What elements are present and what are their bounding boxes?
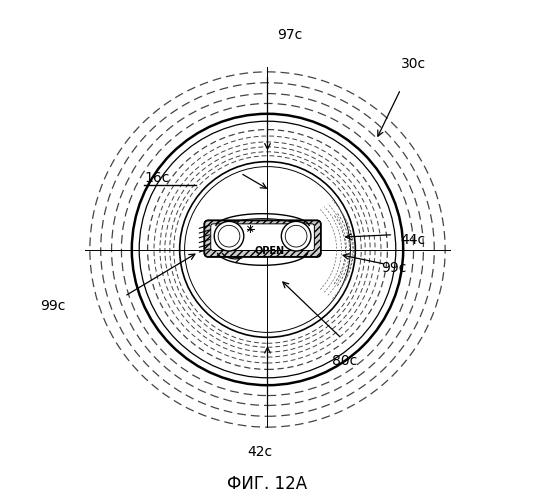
Text: 16c: 16c <box>144 171 170 185</box>
Text: 42c: 42c <box>248 445 273 459</box>
Text: 44c: 44c <box>401 233 426 247</box>
FancyBboxPatch shape <box>204 221 321 257</box>
Text: 80c: 80c <box>332 353 357 368</box>
Circle shape <box>281 222 311 251</box>
Text: ФИГ. 12А: ФИГ. 12А <box>227 475 308 493</box>
Text: 30c: 30c <box>401 57 426 71</box>
Circle shape <box>214 222 244 251</box>
FancyBboxPatch shape <box>211 224 315 250</box>
Text: 99c: 99c <box>381 261 407 275</box>
Text: OPEN: OPEN <box>255 246 285 256</box>
Text: 97c: 97c <box>277 28 303 42</box>
Text: 99c: 99c <box>41 299 66 313</box>
